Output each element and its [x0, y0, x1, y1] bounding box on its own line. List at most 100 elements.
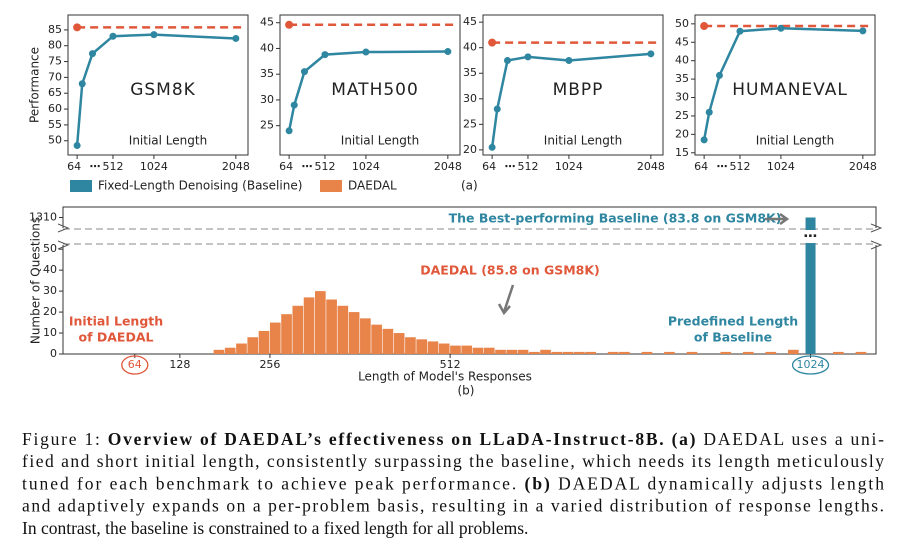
bar — [855, 351, 867, 354]
x-tick-label: 64 — [279, 160, 293, 173]
bar — [585, 351, 596, 354]
bar — [348, 312, 360, 354]
y-tick-label: 60 — [48, 102, 62, 115]
reference-point — [488, 38, 497, 47]
x-tick-label: 1024 — [767, 160, 795, 173]
y-tick-label: 40 — [463, 41, 477, 54]
y-tick-label: 35 — [675, 72, 689, 85]
y-tick-label: 10 — [43, 326, 57, 339]
y-tick-label: 25 — [260, 119, 274, 132]
y-tick-label: 35 — [463, 66, 477, 79]
y-tick-label: 30 — [463, 92, 477, 105]
panel-label: (a) — [461, 179, 478, 193]
plot-frame — [67, 14, 249, 156]
point — [777, 24, 785, 32]
point — [444, 48, 452, 56]
bar — [664, 351, 675, 354]
y-tick-label: 75 — [48, 55, 62, 68]
x-tick-label: 256 — [259, 358, 280, 371]
legend-swatch — [320, 180, 342, 192]
caption-text: DAEDAL dynamically adjusts length — [552, 473, 884, 493]
bar — [303, 297, 315, 354]
point — [524, 53, 532, 61]
reference-point — [700, 22, 709, 31]
point — [859, 27, 867, 35]
caption-text: Figure 1: — [22, 429, 106, 449]
break-mask — [800, 230, 821, 243]
x-tick-label: 128 — [169, 358, 190, 371]
y-tick-label: 45 — [463, 15, 477, 28]
annotation: The Best-performing Baseline (83.8 on GS… — [449, 211, 782, 226]
bar — [326, 299, 337, 354]
line — [287, 50, 448, 132]
bar — [574, 351, 585, 354]
x-ellipsis: ⋯ — [505, 160, 516, 173]
bar — [562, 351, 574, 354]
x-tick-label: 512 — [102, 160, 123, 173]
y-tick-label: 50 — [43, 242, 57, 255]
x-tick-label: 1024 — [797, 358, 825, 371]
y-tick-label: 50 — [675, 17, 689, 30]
point — [109, 32, 117, 40]
annotation: Predefined Length — [668, 314, 798, 329]
y-tick-label: 30 — [675, 91, 689, 104]
caption-text: and adaptively expands on a per-problem … — [22, 496, 884, 516]
bar — [607, 351, 619, 354]
bar — [528, 351, 540, 354]
x-tick-label: 64 — [128, 358, 142, 371]
x-ellipsis: ⋯ — [90, 160, 101, 173]
bar — [438, 343, 450, 354]
caption-line: and adaptively expands on a per-problem … — [22, 496, 884, 516]
annotation: Initial Length — [69, 314, 163, 329]
x-tick-label: 64 — [67, 160, 81, 173]
break-sign — [870, 223, 883, 233]
bar — [247, 337, 259, 354]
bar — [224, 347, 236, 354]
y-tick-label: 15 — [675, 146, 689, 159]
caption-text: In contrast, the baseline is constrained… — [22, 518, 528, 538]
x-tick-label: 2048 — [637, 160, 665, 173]
bar — [416, 339, 428, 354]
chart-title: MATH500 — [331, 80, 419, 100]
x-tick-label: 512 — [314, 160, 335, 173]
bar — [551, 351, 563, 354]
x-ellipsis: ⋯ — [717, 160, 728, 173]
line — [490, 52, 651, 148]
y-tick-label: 55 — [48, 118, 62, 131]
line — [702, 27, 863, 141]
bar — [213, 349, 225, 354]
point — [285, 127, 293, 135]
y-tick-label: 20 — [43, 305, 57, 318]
x-tick-label: 64 — [482, 160, 496, 173]
x-tick-label: 512 — [729, 160, 750, 173]
point — [78, 80, 86, 88]
y-tick-label: 45 — [675, 35, 689, 48]
plot-frame — [482, 14, 664, 156]
arrow — [765, 212, 790, 226]
point — [88, 50, 96, 58]
caption-text: (b) — [525, 473, 550, 493]
y-axis-label: Performance — [28, 47, 42, 123]
bar — [236, 343, 247, 354]
caption-text: Overview of DAEDAL’s effectiveness on LL… — [108, 429, 696, 449]
x-axis-label: Initial Length — [544, 134, 622, 148]
bar — [371, 324, 382, 354]
y-tick-label: 40 — [43, 263, 57, 276]
bar — [765, 351, 777, 354]
y-tick-label: 35 — [260, 67, 274, 80]
plot-frame — [279, 14, 461, 156]
y-tick-label: 65 — [48, 86, 62, 99]
y-tick-label: 0 — [50, 347, 57, 360]
bar — [461, 345, 473, 354]
reference-point — [73, 23, 82, 32]
bar — [720, 351, 732, 354]
y-tick-label: 50 — [48, 134, 62, 147]
annotation: of Baseline — [694, 330, 772, 345]
arrow — [497, 284, 515, 316]
bar — [269, 322, 281, 354]
x-axis-label: Initial Length — [129, 134, 207, 148]
point — [362, 48, 370, 56]
bar — [450, 345, 461, 354]
bar — [314, 291, 326, 354]
x-tick-label: 1024 — [140, 160, 168, 173]
